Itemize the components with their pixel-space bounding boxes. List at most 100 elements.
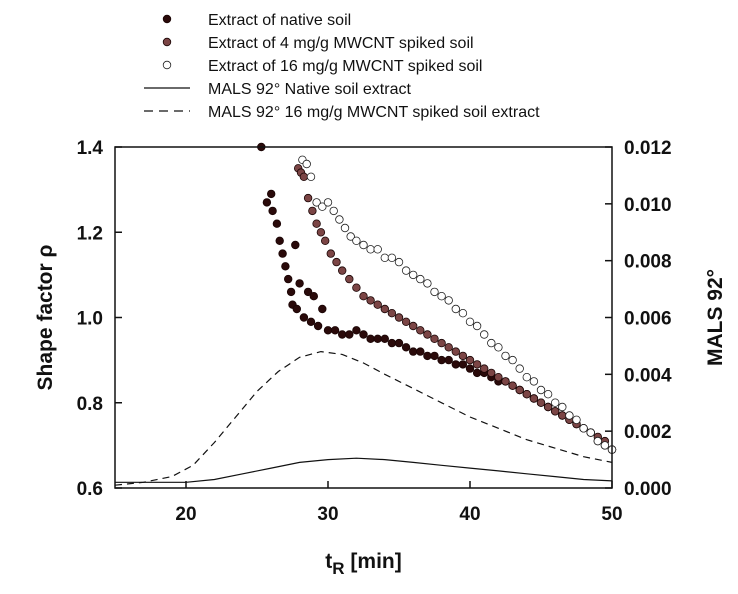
legend-label: MALS 92° Native soil extract [208,81,411,98]
data-point [278,249,287,258]
data-point [409,270,418,280]
data-point [600,441,610,450]
data-point [366,245,375,254]
series-line-4 [114,350,613,486]
data-point [268,206,277,216]
data-point [262,198,272,207]
data-point [380,253,389,262]
data-point [326,249,335,258]
data-point [401,317,411,326]
data-point [286,287,296,297]
data-point [401,266,411,275]
y-axis-right: 0.000 0.002 0.004 0.006 0.008 0.010 0.012 [605,138,672,500]
data-point [373,300,382,309]
data-point [572,415,581,424]
data-point [423,351,432,361]
data-point [308,206,317,216]
data-point [281,262,290,271]
data-point [437,338,446,348]
data-point [444,355,453,365]
data-point [306,317,316,326]
data-point [416,326,425,335]
data-point [335,215,344,224]
data-point [501,351,510,361]
y-axis-title-left: Shape factor ρ [34,244,57,390]
data-point [508,381,517,390]
data-point [543,402,553,412]
data-point [292,304,301,314]
data-point [437,292,446,301]
y2-tick-label: 0.010 [624,195,672,216]
data-point [318,202,327,211]
legend-marker [162,37,172,47]
data-point [387,309,397,318]
y2-tick-label: 0.008 [624,252,672,273]
data-point [480,364,489,373]
data-point [323,326,333,335]
data-point [472,368,482,378]
data-point [267,189,276,199]
data-point [366,334,375,343]
data-point [451,304,460,314]
data-point [373,245,382,254]
data-point [352,326,361,335]
data-point [501,377,510,386]
data-point [394,257,404,267]
legend-marker [162,60,172,70]
data-point [416,347,425,356]
data-point [359,240,368,250]
data-point [394,338,404,348]
data-point [329,206,338,216]
data-point [338,266,347,275]
data-point [508,355,517,365]
data-point [306,172,316,181]
data-point [323,198,333,207]
data-point [430,334,439,343]
data-point [313,321,323,331]
legend-label: Extract of 4 mg/g MWCNT spiked soil [208,35,474,52]
data-point [458,351,468,361]
y-axis-title-right: MALS 92° [704,269,727,366]
y-tick-label: 0.8 [77,394,103,415]
data-point [579,424,588,433]
data-point [387,253,397,262]
data-point [380,334,389,343]
data-point [551,407,560,416]
x-axis-title: tR [min] [325,550,401,578]
data-point [558,411,567,420]
y2-tick-label: 0.004 [624,365,672,386]
data-point [401,343,411,352]
y-tick-label: 1.4 [77,138,104,159]
data-point [373,334,382,343]
data-point [359,292,368,301]
data-point [536,385,546,395]
data-point [430,287,439,297]
data-point [522,373,531,382]
data-point [409,321,418,331]
data-point [430,351,439,361]
data-point [366,296,375,305]
data-point [458,360,468,369]
series-line-3 [115,457,613,483]
legend: Extract of native soil Extract of 4 mg/g … [144,12,540,121]
data-point [409,347,418,356]
data-point [359,330,368,339]
data-point [416,274,425,284]
data-point [515,364,524,373]
data-point [423,279,432,288]
data-point [423,330,432,339]
x-tick-label: 30 [317,504,338,525]
data-point [472,360,482,369]
x-tick-label: 20 [175,504,196,525]
data-point [275,236,284,245]
data-point [295,279,304,288]
data-point [299,313,309,322]
data-point [444,343,453,352]
data-point [312,219,321,228]
x-tick-label: 40 [459,504,480,525]
legend-label: Extract of native soil [208,12,351,29]
y-tick-label: 0.6 [77,479,103,500]
data-point [302,159,311,169]
legend-label: Extract of 16 mg/g MWCNT spiked soil [208,58,482,75]
